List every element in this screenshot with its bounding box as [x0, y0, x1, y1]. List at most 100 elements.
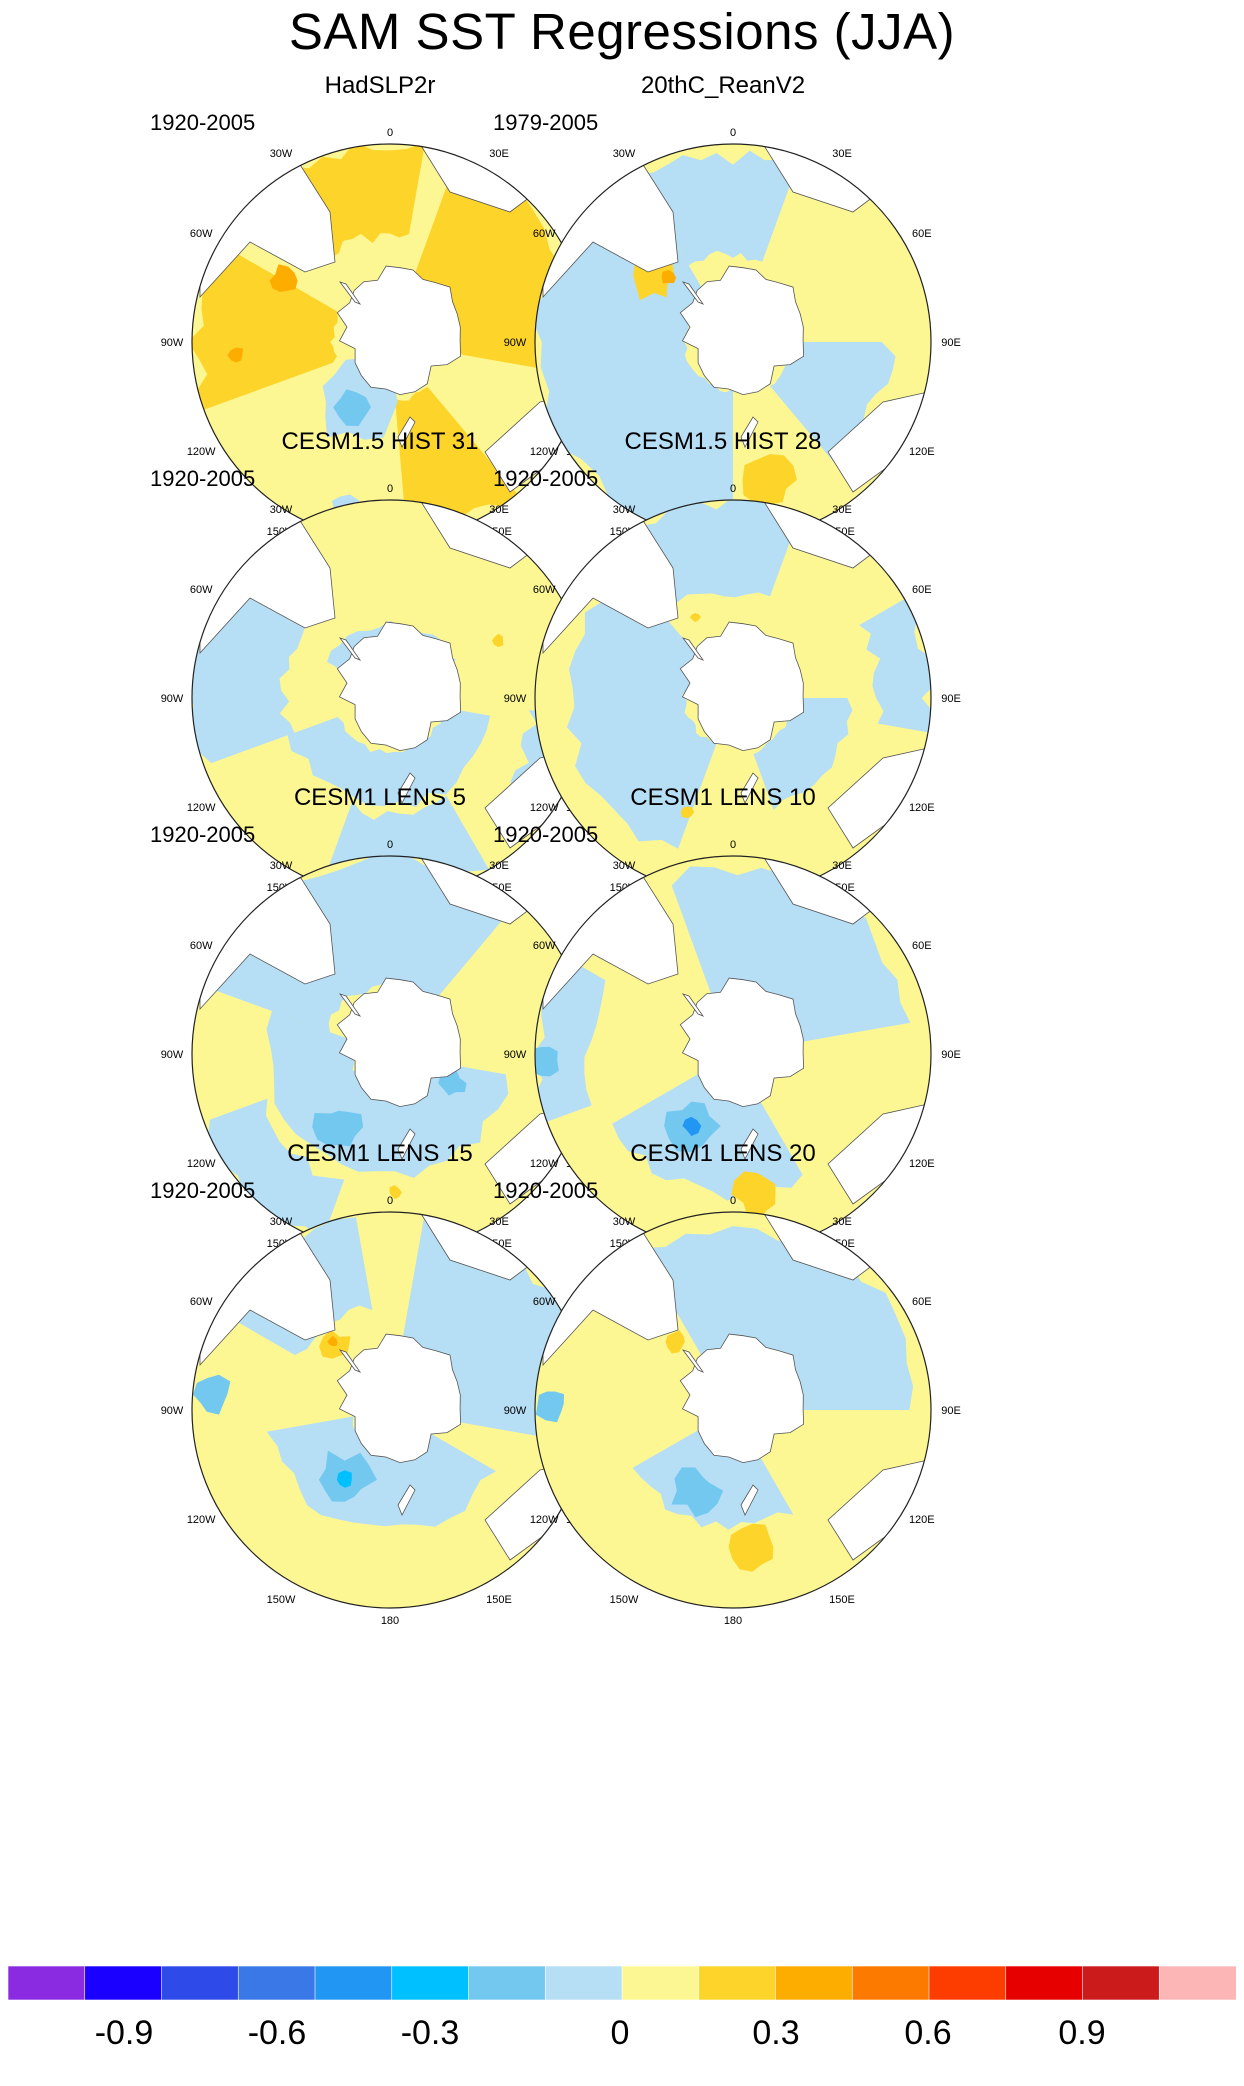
- map-panel: 20thC_ReanV2 1979-2005 0 30E 60E 90E 120E 150…: [493, 72, 961, 559]
- longitude-label: 60W: [533, 228, 556, 240]
- sst-contour: [192, 248, 338, 411]
- sst-contour: [728, 1523, 774, 1572]
- panel-title: HadSLP2r: [324, 72, 436, 99]
- sst-contour: [535, 1046, 559, 1077]
- panel-title: CESM1.5 HIST 28: [624, 428, 822, 455]
- sst-contour: [636, 150, 795, 266]
- antarctica-land: [336, 621, 462, 752]
- longitude-label: 30W: [613, 148, 636, 160]
- longitude-label: 60W: [533, 940, 556, 952]
- longitude-label: 30E: [832, 860, 852, 872]
- sst-contour: [680, 806, 695, 819]
- longitude-label: 180: [724, 1615, 742, 1627]
- panel-title: CESM1 LENS 5: [293, 784, 467, 811]
- colorbar-swatch: [621, 1966, 700, 2001]
- new-zealand-land: [397, 1128, 416, 1160]
- panel-title: CESM1 LENS 10: [630, 784, 816, 811]
- figure-title: SAM SST Regressions (JJA): [288, 3, 956, 60]
- sst-contour: [333, 389, 371, 426]
- sst-contour: [207, 1098, 345, 1239]
- colorbar-swatch: [698, 1966, 777, 2001]
- colorbar-tick-label: 0: [610, 2014, 630, 2052]
- panel-period: 1920-2005: [150, 822, 256, 847]
- panel-period: 1920-2005: [150, 466, 256, 491]
- sst-contour: [859, 598, 931, 733]
- longitude-label: 0: [730, 839, 736, 851]
- panel-period: 1920-2005: [493, 466, 599, 491]
- colorbar-swatch: [851, 1966, 930, 2001]
- colorbar-swatch: [775, 1966, 854, 2001]
- longitude-label: 90W: [161, 1405, 184, 1417]
- longitude-label: 90W: [504, 1049, 527, 1061]
- longitude-label: 90W: [161, 693, 184, 705]
- longitude-label: 30W: [270, 504, 293, 516]
- colorbar-tick-label: -0.9: [94, 2014, 154, 2052]
- colorbar-tick-label: 0.3: [752, 2014, 800, 2052]
- colorbar-swatch: [8, 1966, 86, 2001]
- longitude-label: 0: [730, 483, 736, 495]
- colorbar-swatch: [84, 1966, 163, 2001]
- sst-contour: [336, 1470, 352, 1488]
- longitude-label: 60E: [912, 228, 932, 240]
- sst-contour: [193, 1374, 231, 1415]
- longitude-label: 120W: [530, 1158, 559, 1170]
- sst-contour: [566, 566, 718, 849]
- sst-contour: [742, 454, 797, 505]
- sst-contour: [665, 1330, 685, 1354]
- panel-period: 1979-2005: [493, 110, 599, 135]
- longitude-label: 0: [730, 127, 736, 139]
- longitude-label: 150E: [829, 1594, 855, 1606]
- longitude-label: 60E: [912, 584, 932, 596]
- map-panel: CESM1 LENS 10 1920-2005 0 30E 60E 90E 120E 15…: [493, 784, 961, 1271]
- colorbar-tick-label: 0.6: [904, 2014, 952, 2052]
- colorbar-tick-label: 0.9: [1058, 2014, 1106, 2052]
- longitude-label: 60E: [912, 1296, 932, 1308]
- sst-contour: [634, 500, 804, 603]
- longitude-label: 30E: [489, 148, 509, 160]
- longitude-label: 120E: [909, 802, 935, 814]
- colorbar-swatch: [1005, 1966, 1084, 2001]
- colorbar-swatch: [544, 1966, 623, 2001]
- sst-contour: [770, 342, 896, 463]
- longitude-label: 0: [730, 1195, 736, 1207]
- longitude-label: 120E: [909, 1514, 935, 1526]
- colorbar-swatch: [237, 1966, 316, 2001]
- sst-contour: [266, 1416, 496, 1527]
- longitude-label: 90E: [941, 1049, 961, 1061]
- longitude-label: 120E: [909, 446, 935, 458]
- sst-contour: [682, 1116, 702, 1136]
- longitude-label: 60W: [190, 1296, 213, 1308]
- longitude-label: 150W: [610, 1594, 639, 1606]
- longitude-label: 0: [387, 839, 393, 851]
- longitude-label: 120W: [187, 1158, 216, 1170]
- longitude-label: 30E: [489, 860, 509, 872]
- colorbar-tick-label: -0.3: [400, 2014, 460, 2052]
- longitude-label: 30E: [489, 1216, 509, 1228]
- antarctica-land: [679, 977, 805, 1108]
- longitude-label: 180: [381, 1615, 399, 1627]
- longitude-label: 30E: [489, 504, 509, 516]
- longitude-label: 90W: [504, 337, 527, 349]
- longitude-label: 60W: [190, 940, 213, 952]
- longitude-label: 120E: [909, 1158, 935, 1170]
- antarctica-land: [679, 1333, 805, 1464]
- longitude-label: 30E: [832, 1216, 852, 1228]
- colorbar-swatch: [1082, 1966, 1161, 2001]
- sst-contour: [269, 264, 298, 292]
- longitude-label: 0: [387, 483, 393, 495]
- antarctica-land: [679, 265, 805, 396]
- new-zealand-land: [397, 416, 416, 448]
- longitude-label: 120W: [530, 1514, 559, 1526]
- panel-title: 20thC_ReanV2: [640, 72, 806, 99]
- longitude-label: 90E: [941, 337, 961, 349]
- panel-period: 1920-2005: [493, 822, 599, 847]
- colorbar-swatch: [314, 1966, 393, 2001]
- new-zealand-land: [740, 416, 759, 448]
- antarctica-land: [336, 977, 462, 1108]
- longitude-label: 30W: [270, 1216, 293, 1228]
- sst-contour: [689, 613, 701, 623]
